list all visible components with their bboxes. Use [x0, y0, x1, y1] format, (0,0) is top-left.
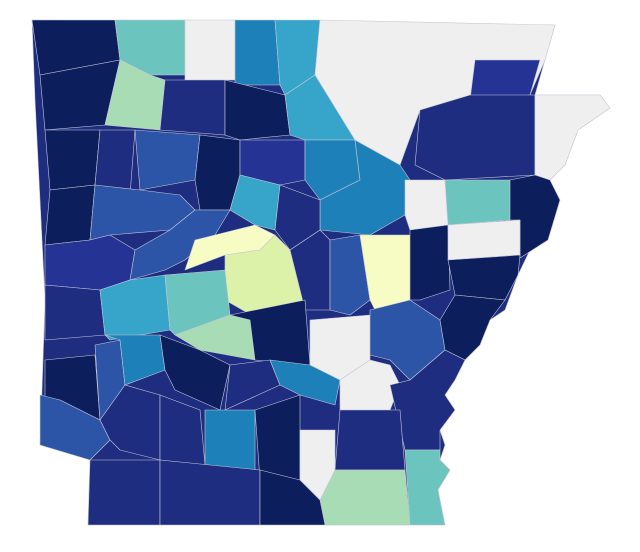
county: [44, 284, 106, 341]
county: [114, 19, 186, 76]
county: [224, 79, 291, 141]
counties: [31, 19, 611, 526]
county: [44, 184, 96, 246]
county: [447, 219, 521, 261]
county: [469, 59, 541, 101]
county: [409, 224, 451, 301]
county: [159, 459, 261, 526]
county: [319, 469, 411, 526]
county: [404, 449, 451, 526]
county: [44, 129, 101, 191]
county: [159, 79, 226, 136]
county: [259, 469, 326, 526]
county: [447, 254, 521, 301]
county: [44, 234, 136, 291]
county: [184, 19, 236, 81]
county: [204, 409, 256, 471]
county: [94, 129, 136, 196]
county: [104, 334, 166, 386]
county: [414, 94, 536, 181]
county: [239, 139, 306, 186]
county: [509, 174, 561, 259]
county: [269, 359, 341, 406]
county: [234, 19, 281, 86]
county: [229, 174, 281, 231]
county: [87, 459, 161, 526]
county: [439, 294, 506, 361]
county: [134, 129, 201, 191]
county: [334, 409, 406, 471]
county: [444, 179, 511, 226]
county: [254, 394, 301, 481]
county: [329, 234, 371, 316]
county: [534, 94, 611, 181]
county: [404, 179, 449, 231]
